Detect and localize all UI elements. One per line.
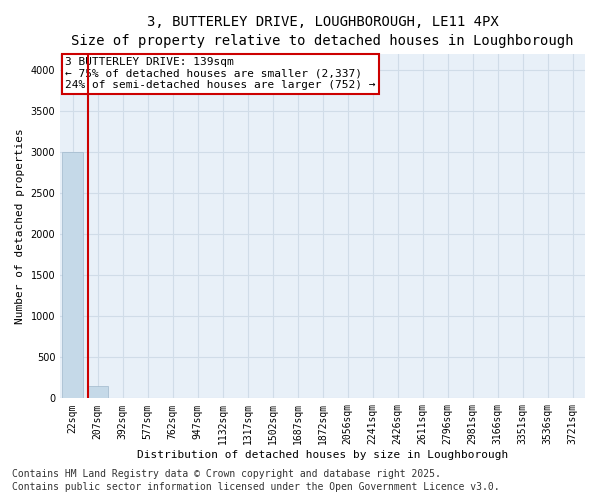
Y-axis label: Number of detached properties: Number of detached properties bbox=[15, 128, 25, 324]
X-axis label: Distribution of detached houses by size in Loughborough: Distribution of detached houses by size … bbox=[137, 450, 508, 460]
Title: 3, BUTTERLEY DRIVE, LOUGHBOROUGH, LE11 4PX
Size of property relative to detached: 3, BUTTERLEY DRIVE, LOUGHBOROUGH, LE11 4… bbox=[71, 15, 574, 48]
Bar bbox=[87, 386, 108, 398]
Text: 3 BUTTERLEY DRIVE: 139sqm
← 75% of detached houses are smaller (2,337)
24% of se: 3 BUTTERLEY DRIVE: 139sqm ← 75% of detac… bbox=[65, 58, 376, 90]
Text: Contains HM Land Registry data © Crown copyright and database right 2025.
Contai: Contains HM Land Registry data © Crown c… bbox=[12, 470, 500, 492]
Bar bbox=[62, 152, 83, 398]
